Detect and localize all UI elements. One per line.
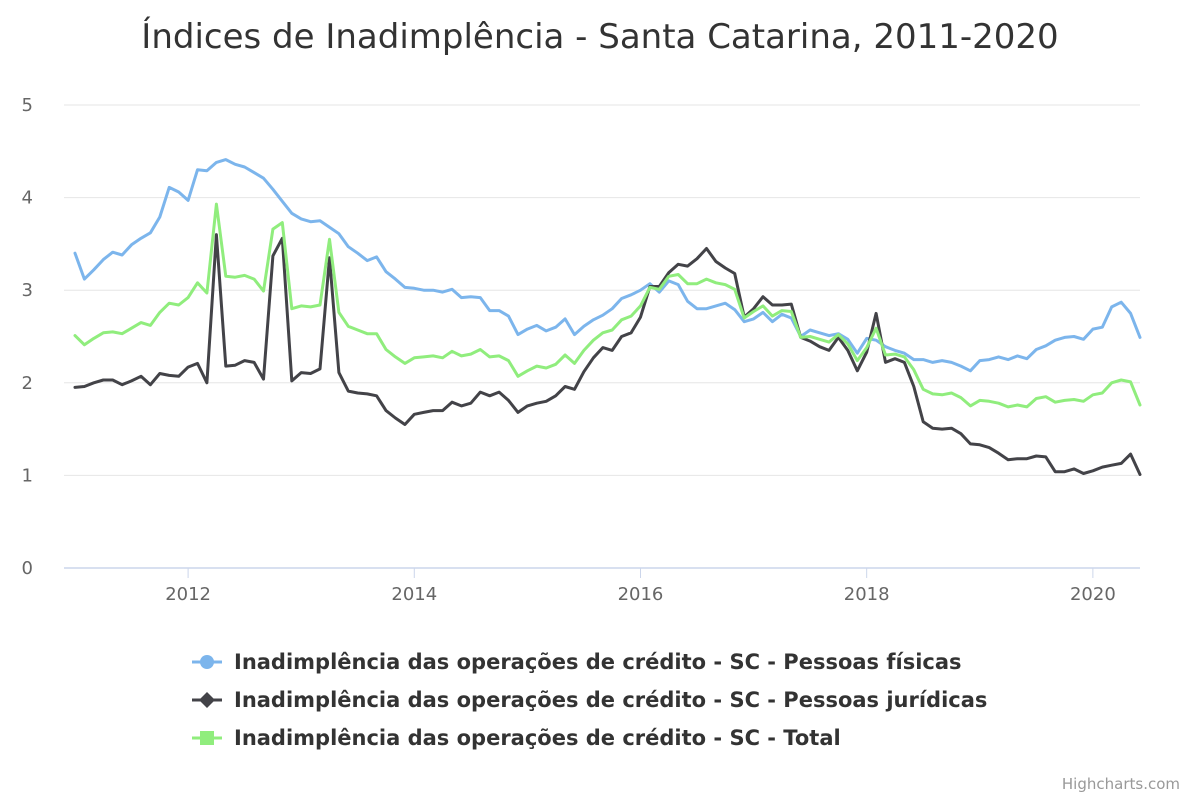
x-axis-ticks: 2012 2014 2016 2018 2020 xyxy=(165,568,1116,605)
x-tick-label: 2016 xyxy=(618,584,664,605)
credits-label[interactable]: Highcharts.com xyxy=(1062,775,1180,793)
y-tick-label: 0 xyxy=(22,558,33,579)
legend-item-2[interactable]: Inadimplência das operações de crédito -… xyxy=(192,688,987,712)
y-tick-label: 4 xyxy=(22,188,33,209)
legend-label-3: Inadimplência das operações de crédito -… xyxy=(234,726,841,750)
legend-item-1[interactable]: Inadimplência das operações de crédito -… xyxy=(192,650,962,674)
x-tick-label: 2014 xyxy=(391,584,437,605)
legend-label-1: Inadimplência das operações de crédito -… xyxy=(234,650,962,674)
series-line-1[interactable] xyxy=(73,158,1142,373)
x-tick-label: 2018 xyxy=(844,584,890,605)
legend[interactable]: Inadimplência das operações de crédito -… xyxy=(192,650,987,750)
legend-circle-marker xyxy=(200,655,214,669)
series-line-2[interactable] xyxy=(73,233,1142,476)
legend-item-3[interactable]: Inadimplência das operações de crédito -… xyxy=(192,726,841,750)
legend-square-marker xyxy=(200,731,214,745)
series-line-3[interactable] xyxy=(73,202,1142,409)
y-tick-label: 2 xyxy=(22,373,33,394)
y-tick-label: 1 xyxy=(22,465,33,486)
x-tick-label: 2012 xyxy=(165,584,211,605)
y-tick-label: 3 xyxy=(22,280,33,301)
y-tick-label: 5 xyxy=(22,95,33,116)
grid-lines xyxy=(64,104,1140,476)
legend-diamond-marker xyxy=(199,692,215,708)
legend-label-2: Inadimplência das operações de crédito -… xyxy=(234,688,987,712)
y-axis-ticks: 0 1 2 3 4 5 xyxy=(22,95,33,579)
series-lines xyxy=(73,158,1142,476)
chart-title: Índices de Inadimplência - Santa Catarin… xyxy=(141,16,1058,57)
x-tick-label: 2020 xyxy=(1070,584,1116,605)
